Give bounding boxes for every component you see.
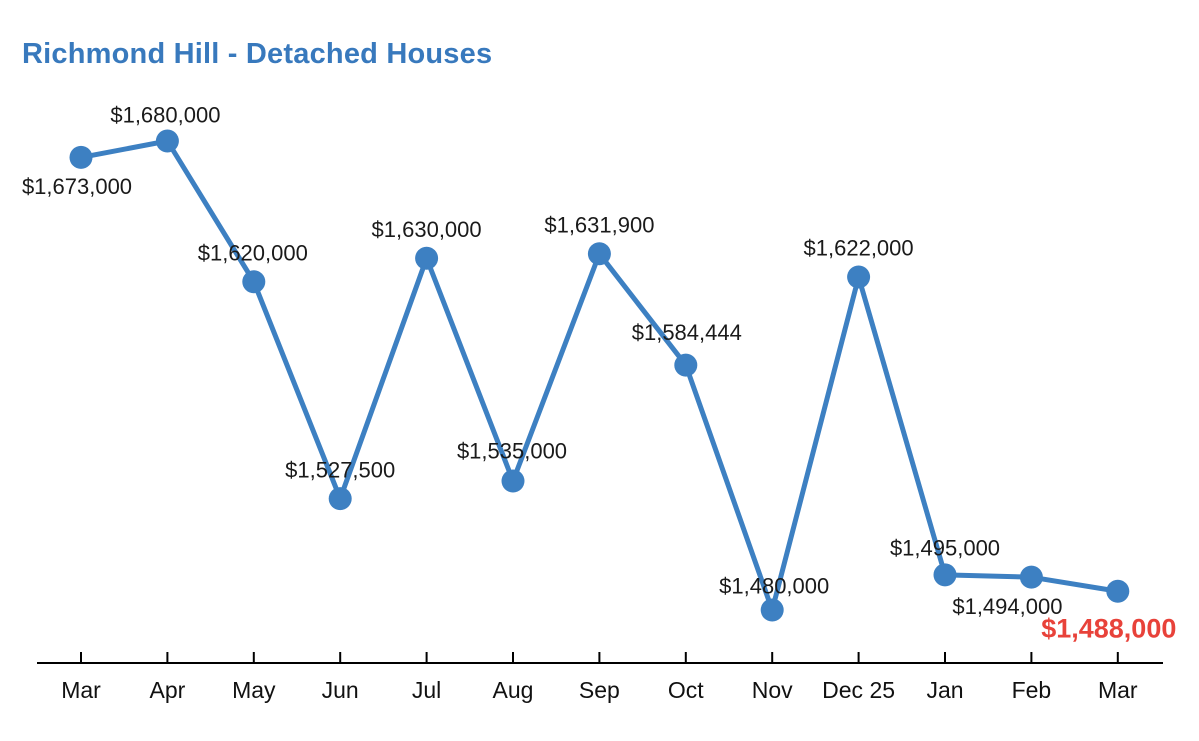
data-point-label: $1,680,000 — [110, 103, 220, 128]
data-point-label: $1,535,000 — [457, 439, 567, 464]
x-tick-label: Oct — [668, 677, 704, 703]
data-point — [328, 487, 352, 511]
data-point — [501, 469, 525, 493]
data-point — [674, 353, 698, 377]
x-tick-label: Aug — [493, 677, 534, 703]
x-tick-label: Nov — [752, 677, 793, 703]
data-point — [1106, 579, 1130, 603]
data-point — [1019, 565, 1043, 589]
x-tick-label: May — [232, 677, 276, 703]
highlighted-point-label: $1,488,000 — [1041, 614, 1176, 644]
x-tick-label: Apr — [150, 677, 186, 703]
data-point — [155, 129, 179, 153]
x-tick-label: Mar — [1098, 677, 1138, 703]
chart-title: Richmond Hill - Detached Houses — [22, 38, 493, 70]
data-point-label: $1,495,000 — [890, 536, 1000, 561]
x-tick-label: Jun — [322, 677, 359, 703]
data-point-label: $1,584,444 — [632, 320, 742, 345]
data-point — [69, 145, 93, 169]
data-point — [242, 270, 266, 294]
data-point — [933, 563, 957, 587]
data-point-label: $1,622,000 — [804, 236, 914, 261]
data-point — [587, 242, 611, 266]
data-point — [415, 246, 439, 270]
x-tick-label: Sep — [579, 677, 620, 703]
data-point — [760, 598, 784, 622]
data-point-label: $1,630,000 — [372, 217, 482, 242]
x-tick-label: Dec 25 — [822, 677, 895, 703]
data-point-label: $1,494,000 — [952, 594, 1062, 619]
data-point-label: $1,631,900 — [544, 212, 654, 237]
x-tick-label: Mar — [61, 677, 101, 703]
x-tick-label: Jul — [412, 677, 441, 703]
data-point-label: $1,673,000 — [22, 174, 132, 199]
x-tick-label: Feb — [1012, 677, 1052, 703]
data-point — [847, 265, 871, 289]
data-point-label: $1,527,500 — [285, 457, 395, 482]
x-tick-label: Jan — [926, 677, 963, 703]
data-point-label: $1,620,000 — [198, 240, 308, 265]
data-point-label: $1,480,000 — [719, 574, 829, 599]
